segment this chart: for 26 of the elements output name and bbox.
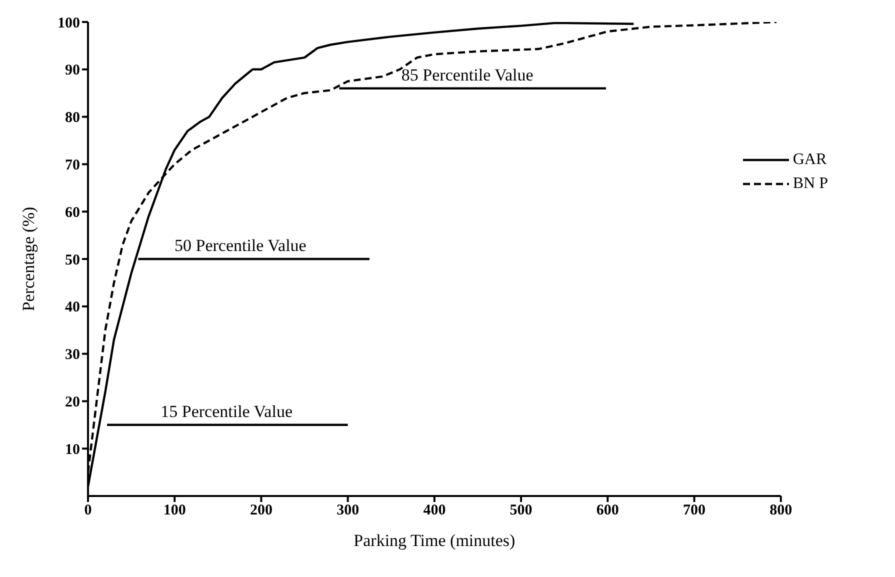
- x-tick-label: 300: [336, 502, 360, 519]
- y-tick-label: 100: [58, 15, 80, 32]
- legend-label: BN P: [792, 175, 828, 193]
- y-tick-label: 50: [65, 252, 80, 268]
- x-tick-label: 0: [84, 502, 92, 519]
- legend-label: GAR: [792, 151, 827, 169]
- y-tick-label: 80: [65, 110, 80, 126]
- y-tick-label: 60: [65, 204, 80, 221]
- x-tick-label: 100: [163, 502, 186, 519]
- y-tick-label: 20: [65, 394, 80, 411]
- y-tick-label: 40: [65, 300, 80, 316]
- y-tick-label: 30: [65, 347, 80, 364]
- x-tick-label: 800: [770, 502, 792, 519]
- x-tick-label: 600: [596, 502, 619, 519]
- annotation: 85 Percentile Value: [401, 65, 534, 84]
- x-tick-label: 700: [683, 502, 706, 519]
- x-axis-title: Parking Time (minutes): [354, 531, 516, 550]
- x-tick-label: 200: [250, 502, 272, 519]
- y-tick-label: 10: [65, 442, 80, 458]
- x-tick-label: 400: [423, 502, 446, 519]
- y-axis-title: Percentage (%): [19, 206, 38, 312]
- annotation: 50 Percentile Value: [174, 236, 306, 255]
- x-tick-label: 500: [510, 502, 532, 519]
- annotation: 15 Percentile Value: [160, 402, 293, 421]
- y-tick-label: 70: [65, 158, 80, 174]
- y-tick-label: 90: [65, 62, 80, 79]
